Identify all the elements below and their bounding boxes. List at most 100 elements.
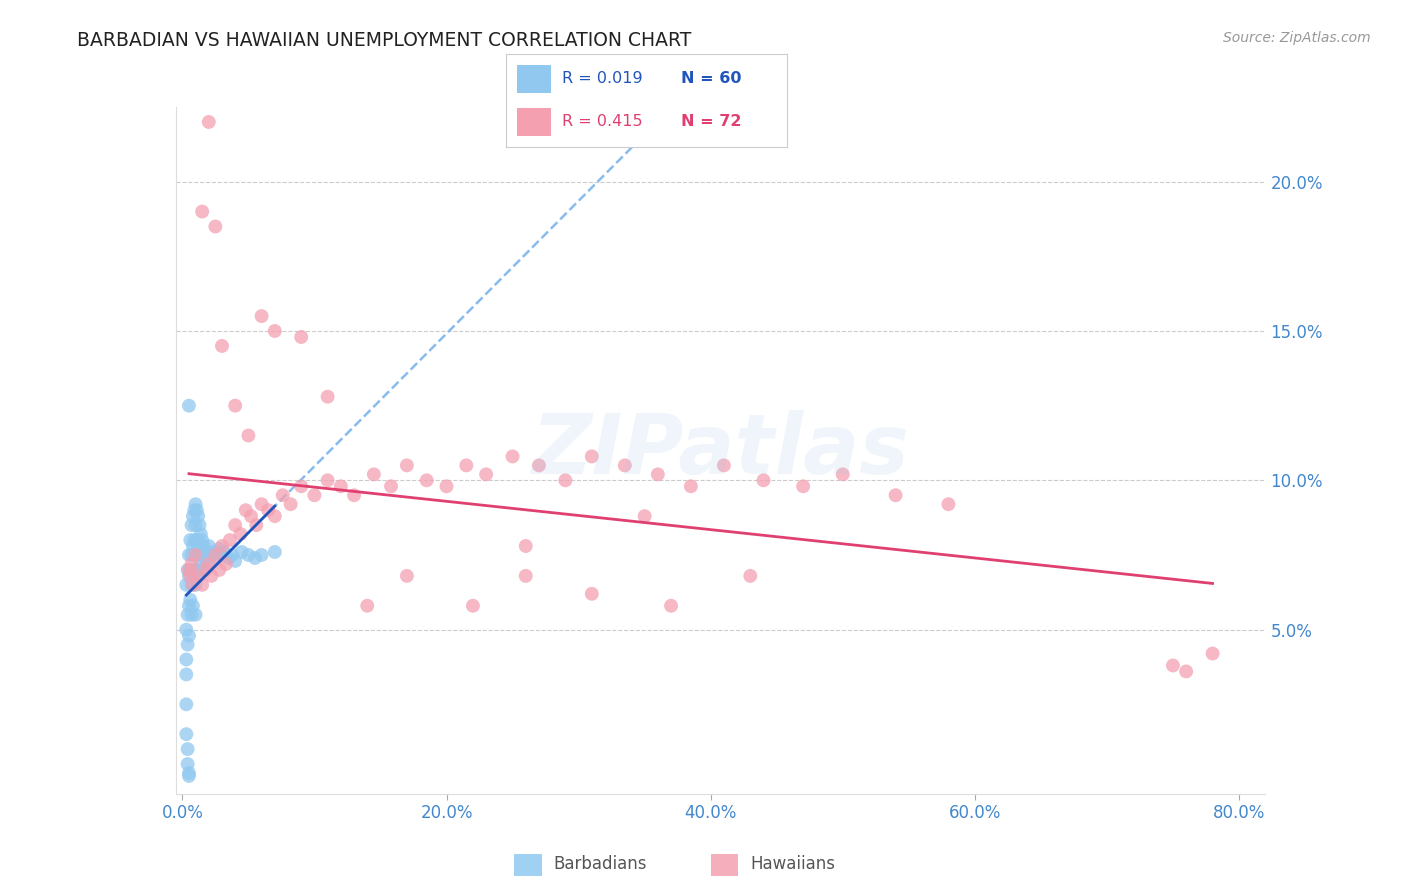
- Point: [197, 115, 219, 129]
- Point: [380, 479, 402, 493]
- Point: [263, 545, 285, 559]
- Point: [647, 467, 669, 482]
- Point: [211, 339, 233, 353]
- Point: [235, 503, 257, 517]
- Point: [188, 548, 211, 562]
- Point: [679, 479, 702, 493]
- Point: [581, 450, 603, 464]
- Point: [221, 548, 243, 562]
- Point: [176, 563, 198, 577]
- Point: [271, 488, 294, 502]
- Point: [224, 554, 246, 568]
- Point: [176, 638, 198, 652]
- Point: [176, 727, 198, 741]
- Text: N = 60: N = 60: [681, 71, 741, 87]
- Point: [250, 309, 273, 323]
- Point: [181, 578, 204, 592]
- Point: [304, 488, 326, 502]
- Point: [938, 497, 960, 511]
- Point: [200, 548, 222, 562]
- Point: [188, 518, 211, 533]
- Text: R = 0.415: R = 0.415: [562, 114, 643, 129]
- Point: [177, 766, 200, 780]
- Text: ZIPatlas: ZIPatlas: [531, 410, 910, 491]
- Point: [581, 587, 603, 601]
- Point: [415, 473, 437, 487]
- Bar: [517, 108, 551, 136]
- Point: [177, 569, 200, 583]
- Point: [329, 479, 352, 493]
- Point: [194, 545, 217, 559]
- Point: [214, 545, 236, 559]
- Point: [395, 458, 418, 473]
- Point: [179, 569, 201, 583]
- Point: [187, 539, 209, 553]
- Text: Source: ZipAtlas.com: Source: ZipAtlas.com: [1223, 31, 1371, 45]
- Point: [211, 548, 233, 562]
- Point: [191, 533, 214, 547]
- Point: [193, 539, 215, 553]
- Point: [191, 578, 214, 592]
- Point: [263, 324, 285, 338]
- Point: [515, 539, 537, 553]
- Point: [184, 607, 207, 622]
- Point: [180, 607, 202, 622]
- Point: [180, 518, 202, 533]
- Point: [200, 569, 222, 583]
- Point: [184, 548, 207, 562]
- Point: [186, 563, 208, 577]
- Point: [831, 467, 853, 482]
- Point: [186, 533, 208, 547]
- Point: [356, 599, 378, 613]
- Point: [456, 458, 478, 473]
- Point: [436, 479, 458, 493]
- Point: [659, 599, 682, 613]
- Point: [1201, 647, 1223, 661]
- Point: [176, 757, 198, 772]
- Point: [250, 497, 273, 511]
- Bar: [515, 855, 541, 876]
- Point: [177, 563, 200, 577]
- Point: [177, 399, 200, 413]
- Point: [176, 698, 198, 712]
- Point: [181, 539, 204, 553]
- Bar: [517, 65, 551, 93]
- Point: [176, 667, 198, 681]
- Point: [180, 557, 202, 571]
- Point: [179, 563, 201, 577]
- Point: [633, 509, 655, 524]
- Point: [202, 545, 225, 559]
- Point: [176, 652, 198, 666]
- Point: [197, 539, 219, 553]
- Y-axis label: Unemployment: Unemployment: [0, 386, 8, 515]
- Point: [245, 518, 267, 533]
- Point: [184, 518, 207, 533]
- Point: [475, 467, 498, 482]
- Point: [183, 563, 205, 577]
- Bar: [711, 855, 738, 876]
- Point: [224, 518, 246, 533]
- Point: [515, 569, 537, 583]
- Point: [177, 629, 200, 643]
- Point: [1161, 658, 1184, 673]
- Point: [195, 563, 218, 577]
- Text: R = 0.019: R = 0.019: [562, 71, 643, 87]
- Point: [180, 578, 202, 592]
- Point: [395, 569, 418, 583]
- Point: [181, 509, 204, 524]
- Point: [218, 551, 240, 566]
- Point: [238, 428, 260, 442]
- Point: [290, 330, 312, 344]
- Point: [257, 503, 280, 517]
- Point: [183, 533, 205, 547]
- Point: [184, 497, 207, 511]
- Point: [280, 497, 302, 511]
- Point: [204, 548, 226, 562]
- Point: [792, 479, 814, 493]
- Point: [290, 479, 312, 493]
- Point: [177, 548, 200, 562]
- Point: [176, 607, 198, 622]
- Point: [231, 545, 253, 559]
- Point: [208, 563, 231, 577]
- Point: [215, 557, 238, 571]
